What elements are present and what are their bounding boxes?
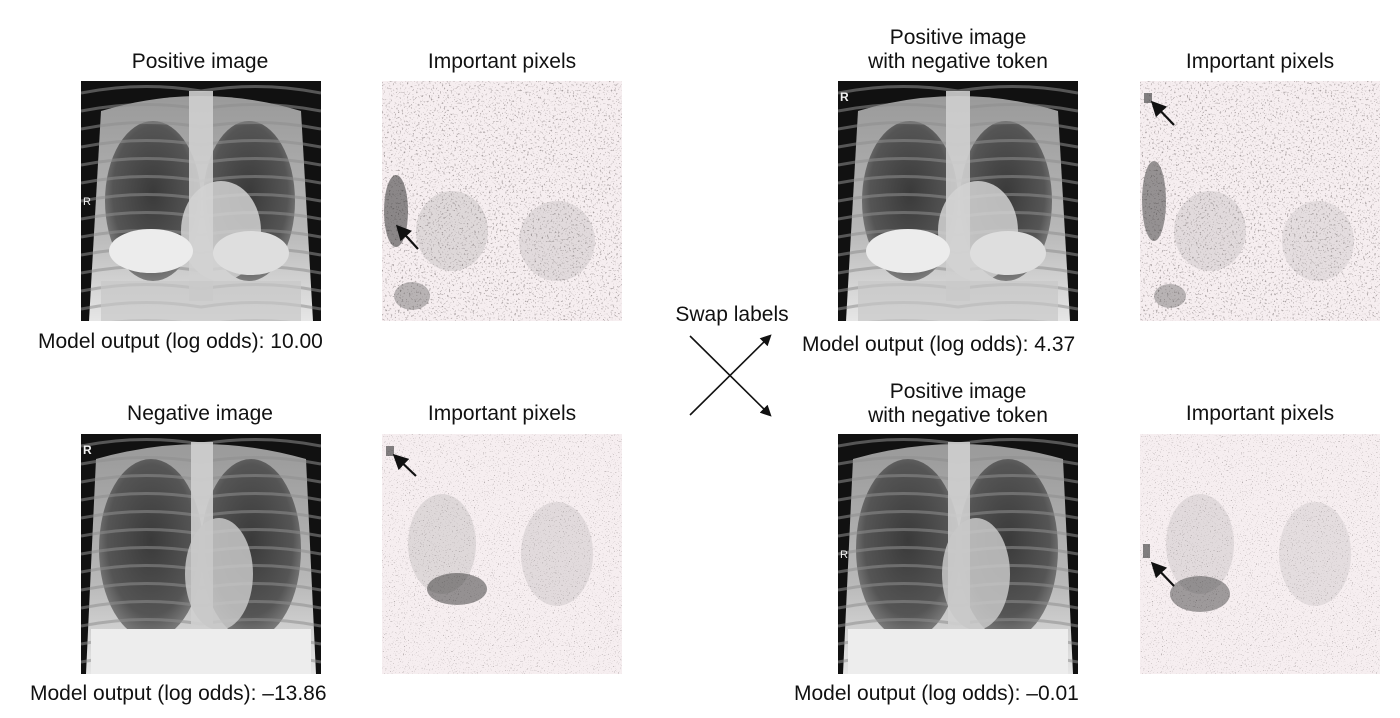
positive-xray-image: R bbox=[81, 81, 321, 321]
title-line-2: with negative token bbox=[868, 404, 1048, 427]
important-pixels-title: Important pixels bbox=[1185, 402, 1335, 425]
important-pixels-map bbox=[382, 81, 622, 321]
xray-marker: R bbox=[83, 196, 91, 208]
important-pixels-title: Important pixels bbox=[427, 50, 577, 73]
title-line-1: Positive image bbox=[889, 26, 1027, 49]
important-pixels-title: Important pixels bbox=[427, 402, 577, 425]
pointer-arrow bbox=[1150, 561, 1175, 587]
important-pixels-map bbox=[1140, 81, 1380, 321]
positive-with-negative-token-title: Positive image with negative token bbox=[818, 380, 1098, 428]
xray-marker: R bbox=[840, 549, 848, 561]
negative-xray-positive-token-image: R bbox=[838, 434, 1078, 674]
important-pixels-map bbox=[382, 434, 622, 674]
model-output-swapped-top: Model output (log odds): 4.37 bbox=[802, 333, 1076, 356]
important-pixels-title: Important pixels bbox=[1185, 50, 1335, 73]
important-pixels-map bbox=[1140, 434, 1380, 674]
pointer-arrow bbox=[392, 453, 417, 477]
positive-with-negative-token-title: Positive image with negative token bbox=[818, 26, 1098, 74]
xray-marker: R bbox=[83, 443, 92, 457]
negative-xray-image: R bbox=[81, 434, 321, 674]
model-output-positive: Model output (log odds): 10.00 bbox=[38, 330, 323, 353]
xray-marker: R bbox=[840, 90, 849, 104]
model-output-swapped-bottom: Model output (log odds): –0.01 bbox=[794, 682, 1079, 705]
swap-cross-arrows bbox=[689, 334, 772, 417]
pointer-arrow bbox=[1150, 100, 1175, 126]
pointer-arrow bbox=[395, 224, 419, 250]
positive-image-title: Positive image bbox=[131, 50, 269, 73]
negative-image-title: Negative image bbox=[127, 402, 273, 425]
title-line-2: with negative token bbox=[868, 50, 1048, 73]
model-output-negative: Model output (log odds): –13.86 bbox=[30, 682, 327, 705]
positive-xray-negative-token-image: R bbox=[838, 81, 1078, 321]
swap-labels-text: Swap labels bbox=[675, 303, 789, 326]
title-line-1: Positive image bbox=[889, 380, 1027, 403]
